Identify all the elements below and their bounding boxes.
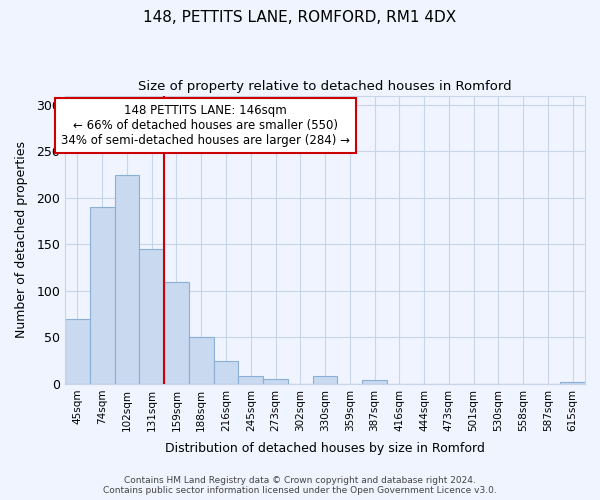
X-axis label: Distribution of detached houses by size in Romford: Distribution of detached houses by size … (165, 442, 485, 455)
Bar (214, 360, 238, 384)
Bar (189, 338, 214, 384)
Bar (90, 207, 115, 384)
Title: Size of property relative to detached houses in Romford: Size of property relative to detached ho… (138, 80, 512, 93)
Y-axis label: Number of detached properties: Number of detached properties (15, 141, 28, 338)
Bar (362, 380, 387, 384)
Bar (164, 282, 189, 384)
Bar (238, 376, 263, 384)
Bar (560, 382, 585, 384)
Text: 148, PETTITS LANE, ROMFORD, RM1 4DX: 148, PETTITS LANE, ROMFORD, RM1 4DX (143, 10, 457, 25)
Bar (115, 174, 139, 384)
Bar (139, 249, 164, 384)
Text: 148 PETTITS LANE: 146sqm
← 66% of detached houses are smaller (550)
34% of semi-: 148 PETTITS LANE: 146sqm ← 66% of detach… (61, 104, 350, 147)
Bar (313, 376, 337, 384)
Bar (65, 319, 90, 384)
Bar (263, 380, 288, 384)
Text: Contains HM Land Registry data © Crown copyright and database right 2024.
Contai: Contains HM Land Registry data © Crown c… (103, 476, 497, 495)
